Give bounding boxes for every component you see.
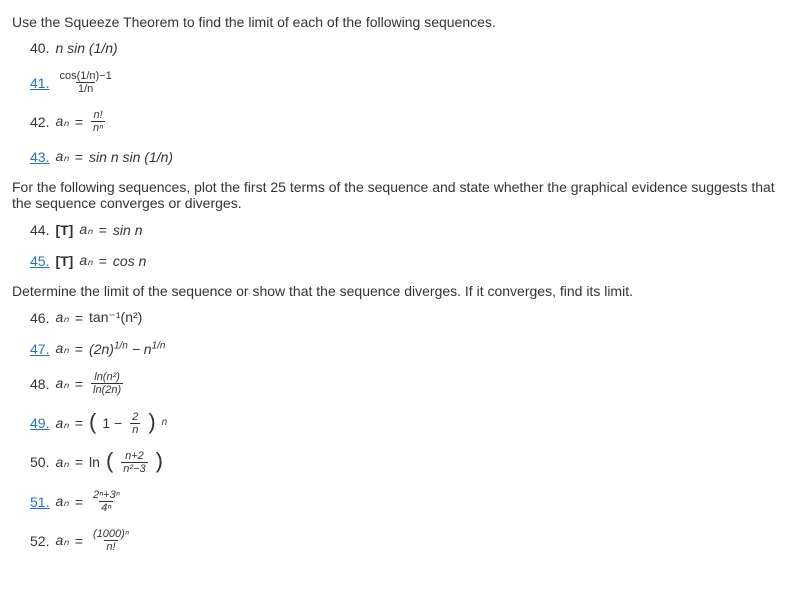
equals: =	[75, 114, 83, 130]
a-n: aₙ	[55, 532, 68, 549]
fraction: (1000)ⁿ n!	[91, 528, 131, 553]
expr-text: tan⁻¹(n²)	[89, 309, 142, 326]
fraction: cos(1/n)−1 1/n	[57, 70, 113, 95]
denominator: 1/n	[76, 82, 95, 95]
problem-number: 46.	[30, 310, 49, 326]
equals: =	[75, 415, 83, 431]
problem-48: 48. aₙ = ln(n²) ln(2n)	[30, 371, 796, 396]
instruction-squeeze: Use the Squeeze Theorem to find the limi…	[12, 14, 796, 30]
equals: =	[75, 310, 83, 326]
denominator: n²−3	[121, 462, 147, 475]
problem-number: 50.	[30, 454, 49, 470]
numerator: 2	[130, 411, 140, 423]
a-n: aₙ	[55, 113, 68, 130]
a-n: aₙ	[79, 252, 92, 269]
problem-47: 47. aₙ = (2n)1/n − n1/n	[30, 340, 796, 357]
problem-number-link[interactable]: 47.	[30, 341, 49, 357]
problem-number-link[interactable]: 43.	[30, 149, 49, 165]
problem-51: 51. aₙ = 2ⁿ+3ⁿ 4ⁿ	[30, 489, 796, 514]
problem-52: 52. aₙ = (1000)ⁿ n!	[30, 528, 796, 553]
denominator: 4ⁿ	[99, 501, 113, 514]
problem-number: 52.	[30, 533, 49, 549]
equals: =	[75, 376, 83, 392]
expr-text: sin n sin (1/n)	[89, 149, 173, 165]
problem-number: 44.	[30, 222, 49, 238]
problem-number: 48.	[30, 376, 49, 392]
problem-number-link[interactable]: 41.	[30, 75, 49, 91]
numerator: 2ⁿ+3ⁿ	[91, 489, 122, 501]
numerator: cos(1/n)−1	[57, 70, 113, 82]
a-n: aₙ	[55, 340, 68, 357]
denominator: nⁿ	[91, 121, 105, 134]
sup-1n-b: 1/n	[152, 340, 166, 351]
a-n: aₙ	[55, 148, 68, 165]
a-n: aₙ	[55, 375, 68, 392]
expr-text: sin n	[113, 222, 143, 238]
denominator: n!	[104, 540, 117, 553]
a-n: aₙ	[79, 221, 92, 238]
tech-icon: [T]	[55, 222, 73, 238]
sup-1n: 1/n	[114, 340, 128, 351]
fraction: n! nⁿ	[91, 109, 105, 134]
problem-44: 44. [T] aₙ = sin n	[30, 221, 796, 238]
numerator: (1000)ⁿ	[91, 528, 131, 540]
equals: =	[75, 341, 83, 357]
problem-43: 43. aₙ = sin n sin (1/n)	[30, 148, 796, 165]
one-minus: 1 −	[102, 415, 122, 431]
expr-minus-n: − n	[128, 341, 152, 357]
equals: =	[75, 149, 83, 165]
numerator: ln(n²)	[92, 371, 122, 383]
denominator: ln(2n)	[91, 383, 123, 396]
numerator: n+2	[123, 450, 146, 462]
expr-text: n sin (1/n)	[55, 40, 117, 56]
instruction-plot: For the following sequences, plot the fi…	[12, 179, 796, 211]
fraction: 2ⁿ+3ⁿ 4ⁿ	[91, 489, 122, 514]
problem-40: 40. n sin (1/n)	[30, 40, 796, 56]
denominator: n	[130, 423, 140, 436]
expr-part-a: (2n)1/n − n1/n	[89, 341, 165, 357]
problem-number: 42.	[30, 114, 49, 130]
fraction: n+2 n²−3	[121, 450, 147, 475]
expr-2n: (2n)	[89, 341, 114, 357]
expr-text: cos n	[113, 253, 146, 269]
fraction: ln(n²) ln(2n)	[91, 371, 123, 396]
equals: =	[75, 454, 83, 470]
problem-50: 50. aₙ = ln ( n+2 n²−3 )	[30, 450, 796, 475]
problem-number-link[interactable]: 45.	[30, 253, 49, 269]
numerator: n!	[92, 109, 105, 121]
instruction-limit: Determine the limit of the sequence or s…	[12, 283, 796, 299]
problem-number-link[interactable]: 51.	[30, 494, 49, 510]
fraction: 2 n	[130, 411, 140, 436]
a-n: aₙ	[55, 415, 68, 432]
a-n: aₙ	[55, 493, 68, 510]
problem-45: 45. [T] aₙ = cos n	[30, 252, 796, 269]
a-n: aₙ	[55, 309, 68, 326]
equals: =	[99, 222, 107, 238]
equals: =	[99, 253, 107, 269]
a-n: aₙ	[55, 454, 68, 471]
tech-icon: [T]	[55, 253, 73, 269]
problem-49: 49. aₙ = ( 1 − 2 n )n	[30, 411, 796, 436]
ln-text: ln	[89, 454, 100, 470]
problem-42: 42. aₙ = n! nⁿ	[30, 109, 796, 134]
equals: =	[75, 533, 83, 549]
equals: =	[75, 494, 83, 510]
problem-number-link[interactable]: 49.	[30, 415, 49, 431]
problem-41: 41. cos(1/n)−1 1/n	[30, 70, 796, 95]
expression: n sin (1/n)	[55, 40, 117, 56]
problem-46: 46. aₙ = tan⁻¹(n²)	[30, 309, 796, 326]
problem-number: 40.	[30, 40, 49, 56]
